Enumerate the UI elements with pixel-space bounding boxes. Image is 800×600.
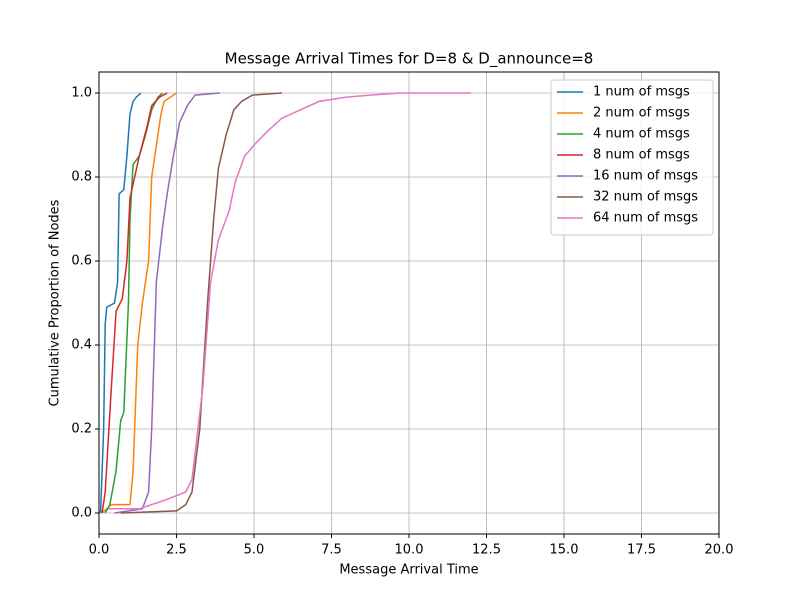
legend-box [550,79,714,236]
x-tick-label: 7.5 [321,543,342,558]
series-line [104,92,164,514]
y-tick-label: 0.8 [71,170,92,185]
x-tick-label: 12.5 [472,543,501,558]
legend-label: 32 num of msgs [593,190,698,205]
x-tick-label: 15.0 [550,543,579,558]
legend-label: 16 num of msgs [593,169,698,184]
series-line [101,92,168,514]
y-tick-label: 1.0 [71,86,92,101]
legend-label: 4 num of msgs [593,127,690,142]
axes-frame [98,71,720,535]
x-tick-label: 17.5 [627,543,656,558]
series-line [120,92,282,514]
series-line [99,92,142,514]
legend-label: 8 num of msgs [593,148,690,163]
x-tick-label: 0.0 [89,543,110,558]
x-tick-label: 2.5 [166,543,187,558]
legend-label: 2 num of msgs [593,106,690,121]
legend: 1 num of msgs 2 num of msgs 4 num of msgs 8… [550,79,714,236]
y-tick-label: 0.4 [71,338,92,353]
y-tick-label: 0.0 [71,506,92,521]
chart-title: Message Arrival Times for D=8 & D_announ… [225,50,594,69]
legend-label: 64 num of msgs [593,211,698,226]
x-tick-label: 5.0 [244,543,265,558]
y-axis-label: Cumulative Proportion of Nodes [48,199,63,406]
series-line [101,92,177,514]
x-axis-label: Message Arrival Time [339,563,478,578]
y-tick-label: 0.2 [71,422,92,437]
y-tick-label: 0.6 [71,254,92,269]
x-tick-label: 20.0 [705,543,734,558]
series-line [108,92,471,510]
legend-label: 1 num of msgs [593,85,690,100]
x-tick-label: 10.0 [395,543,424,558]
series-line [114,92,220,514]
